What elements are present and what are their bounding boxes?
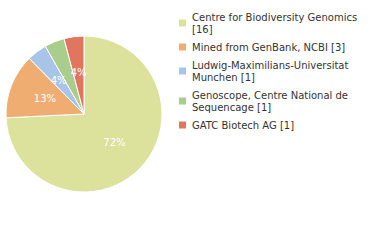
svg-text:Centre for Biodiversity Genomi: Centre for Biodiversity Genomics [192,12,360,23]
svg-text:[16]: [16] [192,24,213,35]
svg-text:GATC Biotech AG [1]: GATC Biotech AG [1] [192,120,294,131]
svg-text:Munchen [1]: Munchen [1] [192,72,255,83]
svg-text:72%: 72% [103,137,125,148]
svg-text:Genoscope, Centre National de: Genoscope, Centre National de [192,90,351,101]
svg-text:4%: 4% [71,67,87,78]
svg-text:13%: 13% [34,93,56,104]
svg-text:Sequencage [1]: Sequencage [1] [192,102,271,113]
svg-text:Mined from GenBank, NCBI [3]: Mined from GenBank, NCBI [3] [192,42,345,53]
svg-text:4%: 4% [51,75,67,86]
svg-text:Ludwig-Maximilians-Universitat: Ludwig-Maximilians-Universitat [192,60,352,71]
